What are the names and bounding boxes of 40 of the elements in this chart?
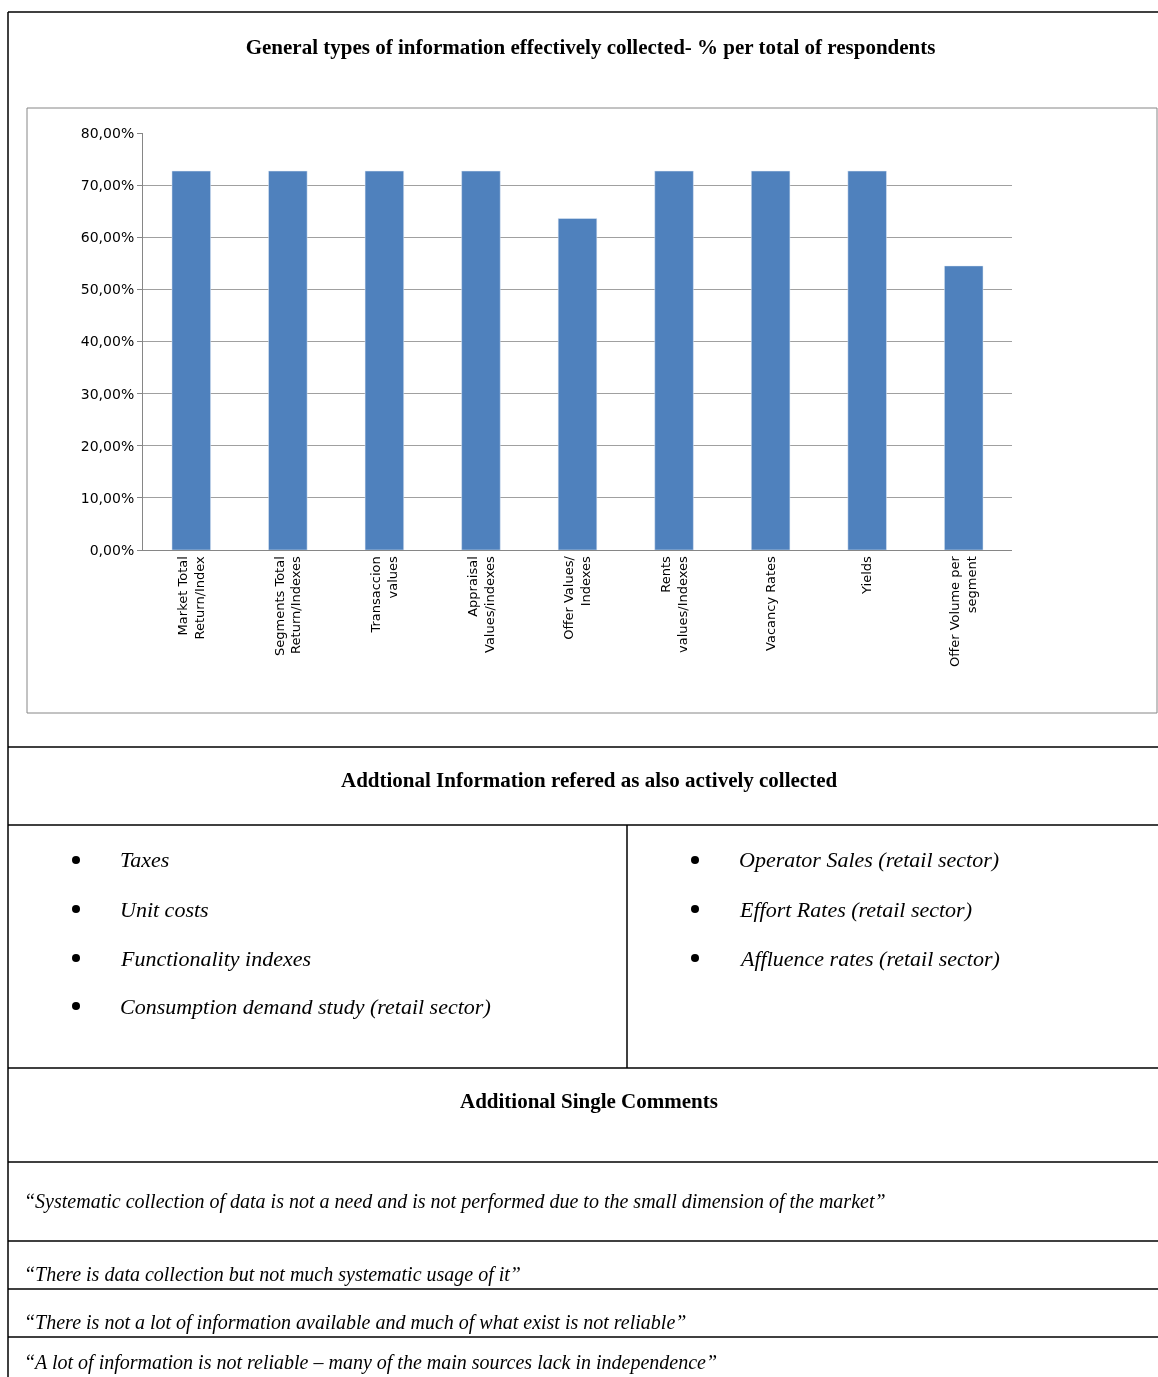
bar [268, 170, 308, 550]
y-tick-label: 50,00% [80, 281, 135, 298]
x-tick-label: Segments Total Return/Indexes [271, 555, 304, 656]
x-tick-label: Market Total Return/Index [175, 555, 207, 640]
y-tick-label: 20,00% [80, 437, 135, 454]
y-tick-label: 80,00% [80, 124, 135, 141]
y-tick-label: 40,00% [80, 333, 135, 350]
chart-title: General types of information effectively collected- % per total of respondents [245, 35, 936, 60]
text: Consumption demand study (retail sector) [120, 994, 491, 1019]
y-tick-label: 0,00% [89, 541, 135, 558]
text: “There is not a lot of information available and much of what exist is not reliable” [24, 1311, 687, 1334]
y-tick-label: 30,00% [80, 385, 135, 402]
bar [171, 170, 211, 550]
bar [654, 170, 694, 550]
x-tick-label: Transaccion values [368, 555, 401, 634]
bar [751, 170, 791, 550]
text: Functionality indexes [120, 946, 311, 971]
text: “There is data collection but not much systematic usage of it” [24, 1263, 521, 1286]
text: Taxes [120, 847, 170, 872]
x-tick-label: Offer Volume per segment [947, 555, 980, 667]
bar [944, 265, 984, 550]
y-tick-label: 10,00% [80, 489, 135, 506]
text: Unit costs [120, 897, 209, 922]
x-tick-label: Offer Values/ Indexes [561, 555, 594, 640]
bar [461, 170, 501, 550]
text: Operator Sales (retail sector) [739, 847, 1000, 872]
text: Additional Single Comments [460, 1089, 718, 1113]
x-tick-label: Yields [859, 555, 875, 595]
text: Addtional Information refered as also actively collected [341, 768, 838, 792]
x-tick-label: Vacancy Rates [762, 555, 778, 651]
bar [364, 170, 404, 550]
y-tick-label: 70,00% [80, 177, 135, 194]
x-tick-label: Rents values/Indexes [657, 555, 690, 654]
text: “Systematic collection of data is not a need and is not performed due to the small dimension of the market” [24, 1190, 886, 1213]
bar [847, 170, 887, 550]
text: Effort Rates (retail sector) [739, 897, 972, 922]
bar [557, 218, 598, 550]
text: “A lot of information is not reliable – many of the main sources lack in independence” [24, 1351, 718, 1374]
y-tick-label: 60,00% [80, 229, 135, 246]
text: Affluence rates (retail sector) [739, 946, 1000, 971]
